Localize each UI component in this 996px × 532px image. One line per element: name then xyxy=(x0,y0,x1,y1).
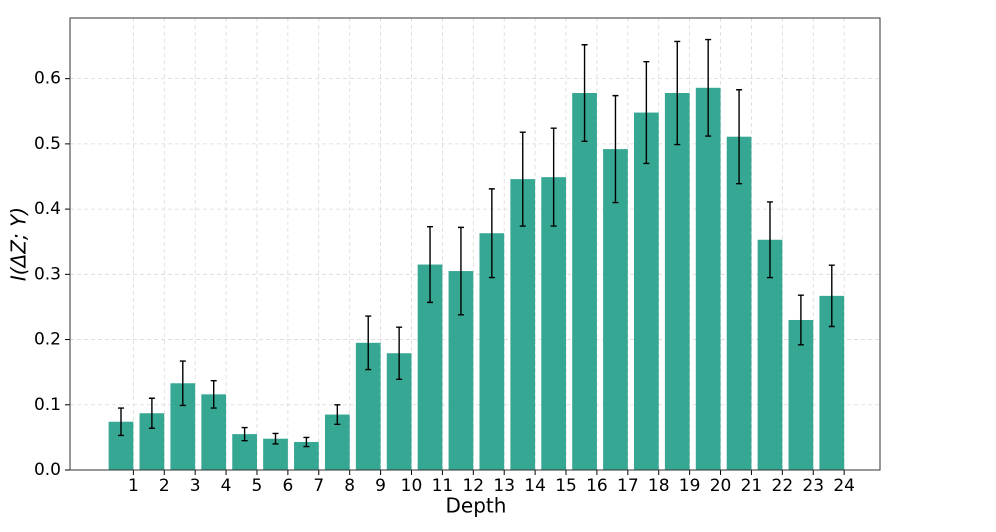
error-bar xyxy=(396,326,403,381)
x-tick-label: 5 xyxy=(252,476,263,496)
y-tick-label: 0.1 xyxy=(34,395,61,415)
error-bar xyxy=(488,188,495,279)
x-tick-label: 16 xyxy=(586,476,608,496)
x-tick-label: 22 xyxy=(772,476,794,496)
x-tick-label: 18 xyxy=(648,476,670,496)
x-tick-label: 17 xyxy=(617,476,639,496)
x-tick-label: 3 xyxy=(190,476,201,496)
error-bar xyxy=(148,397,155,429)
error-bar xyxy=(550,127,557,227)
x-tick-label: 20 xyxy=(710,476,732,496)
error-bar xyxy=(334,404,341,426)
x-tick-label: 19 xyxy=(679,476,701,496)
x-tick-label: 14 xyxy=(524,476,546,496)
y-axis-label: I(ΔZ; Y) xyxy=(7,207,31,281)
error-bar xyxy=(612,94,619,204)
error-bar xyxy=(210,379,217,409)
error-bar xyxy=(519,131,526,227)
bar xyxy=(634,112,659,471)
y-tick-label: 0.3 xyxy=(34,264,61,284)
error-bar xyxy=(365,315,372,371)
x-tick-label: 13 xyxy=(493,476,515,496)
x-tick-label: 12 xyxy=(462,476,484,496)
x-tick-label: 15 xyxy=(555,476,577,496)
error-bar xyxy=(736,89,743,185)
error-bar xyxy=(117,407,124,437)
error-bar xyxy=(179,360,186,407)
x-tick-label: 21 xyxy=(741,476,763,496)
x-tick-label: 6 xyxy=(282,476,293,496)
y-tick-label: 0.2 xyxy=(34,330,61,350)
error-bar xyxy=(272,432,279,445)
bar xyxy=(510,179,536,470)
error-bar xyxy=(766,201,773,279)
bar xyxy=(695,87,721,471)
x-tick-label: 24 xyxy=(833,476,855,496)
plot-frame xyxy=(69,17,881,471)
error-bar xyxy=(427,226,434,304)
y-tick-label: 0.0 xyxy=(34,460,61,480)
x-tick-label: 2 xyxy=(159,476,170,496)
error-bar xyxy=(828,264,835,328)
x-tick-label: 11 xyxy=(432,476,454,496)
error-bar xyxy=(457,226,464,316)
error-bar xyxy=(705,38,712,137)
error-bar xyxy=(303,436,310,448)
y-tick-label: 0.6 xyxy=(34,69,61,89)
bar xyxy=(726,136,752,470)
x-axis-label: Depth xyxy=(446,494,507,518)
error-bar xyxy=(674,40,681,146)
x-tick-label: 1 xyxy=(128,476,139,496)
x-tick-label: 10 xyxy=(401,476,423,496)
x-tick-label: 8 xyxy=(344,476,355,496)
x-tick-label: 23 xyxy=(802,476,824,496)
bar xyxy=(572,93,597,471)
bar xyxy=(664,93,690,471)
error-bar xyxy=(581,44,588,142)
error-bar xyxy=(241,426,248,442)
x-tick-label: 7 xyxy=(313,476,324,496)
y-tick-label: 0.4 xyxy=(34,199,61,219)
y-tick-label: 0.5 xyxy=(34,134,61,154)
x-tick-label: 4 xyxy=(221,476,232,496)
x-tick-label: 9 xyxy=(375,476,386,496)
error-bar xyxy=(643,60,650,165)
error-bar xyxy=(797,294,804,346)
